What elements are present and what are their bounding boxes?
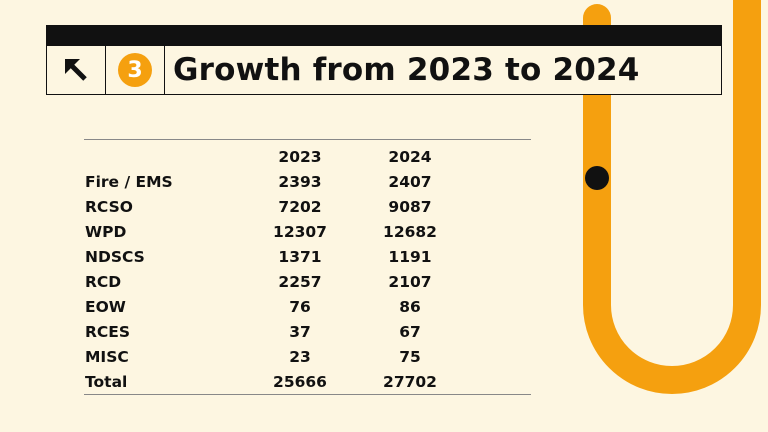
table-row: MISC 23 75 [84, 344, 531, 369]
value-2024: 27702 [383, 372, 437, 391]
row-label: Total [85, 372, 128, 391]
row-label: NDSCS [85, 247, 145, 266]
column-header-2023: 2023 [278, 147, 322, 166]
column-header-2024: 2024 [388, 147, 432, 166]
value-2023: 1371 [278, 247, 322, 266]
section-number-badge: 3 [118, 53, 152, 87]
table-row: EOW 76 86 [84, 294, 531, 319]
section-number-cell: 3 [106, 46, 165, 94]
column-spacer [465, 140, 531, 169]
arrow-up-left-icon [65, 59, 87, 81]
row-spacer [465, 369, 531, 394]
row-spacer [465, 269, 531, 294]
value-2023: 12307 [273, 222, 327, 241]
row-spacer [465, 169, 531, 194]
value-2024: 86 [399, 297, 421, 316]
table-row: RCES 37 67 [84, 319, 531, 344]
value-2024: 67 [399, 322, 421, 341]
row-spacer [465, 244, 531, 269]
row-spacer [465, 319, 531, 344]
table-row: Fire / EMS 2393 2407 [84, 169, 531, 194]
value-2023: 2393 [278, 172, 322, 191]
table-row: RCSO 7202 9087 [84, 194, 531, 219]
row-label: RCES [85, 322, 131, 341]
arrow-cell [47, 46, 106, 94]
value-2023: 76 [289, 297, 311, 316]
column-header-label [84, 140, 245, 169]
table-row: WPD 12307 12682 [84, 219, 531, 244]
row-spacer [465, 194, 531, 219]
track-stop-dot [585, 166, 609, 190]
value-2024: 2107 [388, 272, 432, 291]
row-label: MISC [85, 347, 129, 366]
table-row: NDSCS 1371 1191 [84, 244, 531, 269]
value-2024: 12682 [383, 222, 437, 241]
value-2023: 23 [289, 347, 311, 366]
value-2024: 9087 [388, 197, 432, 216]
growth-table: 2023 2024 Fire / EMS 2393 2407 RCSO 7202 9087… [84, 139, 531, 395]
title-banner: 3 Growth from 2023 to 2024 [46, 25, 722, 95]
table-header-row: 2023 2024 [84, 140, 531, 169]
row-label: RCD [85, 272, 122, 291]
row-spacer [465, 344, 531, 369]
row-label: WPD [85, 222, 127, 241]
row-label: Fire / EMS [85, 172, 173, 191]
table-row: RCD 2257 2107 [84, 269, 531, 294]
row-label: EOW [85, 297, 126, 316]
banner-row: 3 Growth from 2023 to 2024 [47, 46, 721, 94]
row-spacer [465, 294, 531, 319]
value-2023: 2257 [278, 272, 322, 291]
value-2023: 37 [289, 322, 311, 341]
value-2024: 1191 [388, 247, 432, 266]
banner-top-bar [46, 25, 722, 46]
row-label: RCSO [85, 197, 133, 216]
value-2023: 7202 [278, 197, 322, 216]
value-2023: 25666 [273, 372, 327, 391]
page-title: Growth from 2023 to 2024 [173, 52, 640, 88]
value-2024: 75 [399, 347, 421, 366]
table-row: Total 25666 27702 [84, 369, 531, 394]
value-2024: 2407 [388, 172, 432, 191]
row-spacer [465, 219, 531, 244]
